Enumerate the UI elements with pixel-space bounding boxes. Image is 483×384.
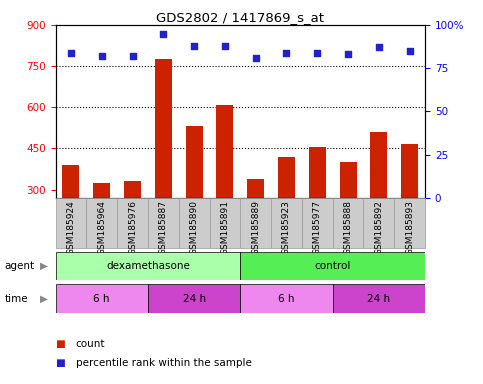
Text: GSM185890: GSM185890 [190,200,199,255]
Text: GSM185977: GSM185977 [313,200,322,255]
Bar [210,198,240,248]
Bar [148,284,241,313]
Point [67,50,75,56]
Point [406,48,413,54]
Bar [148,198,179,248]
Bar [309,147,326,272]
Text: agent: agent [5,261,35,271]
Text: GSM185924: GSM185924 [67,200,75,255]
Bar [62,165,79,272]
Bar [185,126,202,272]
Text: time: time [5,293,28,304]
Text: percentile rank within the sample: percentile rank within the sample [76,358,252,368]
Bar [179,198,210,248]
Text: GSM185889: GSM185889 [251,200,260,255]
Text: ■: ■ [56,358,65,368]
Text: ▶: ▶ [40,293,47,304]
Text: 24 h: 24 h [367,293,390,304]
Bar [247,179,264,272]
Bar [56,198,86,248]
Point [128,53,136,59]
Text: GSM185888: GSM185888 [343,200,353,255]
Point [159,30,167,36]
Bar [124,181,141,272]
Text: GSM185891: GSM185891 [220,200,229,255]
Point [283,50,290,56]
Title: GDS2802 / 1417869_s_at: GDS2802 / 1417869_s_at [156,11,324,24]
Bar [56,252,241,280]
Text: ▶: ▶ [40,261,47,271]
Text: 6 h: 6 h [278,293,295,304]
Text: 6 h: 6 h [94,293,110,304]
Bar [216,104,233,272]
Bar [333,198,364,248]
Point [344,51,352,58]
Text: control: control [314,261,351,271]
Text: GSM185893: GSM185893 [405,200,414,255]
Bar [278,157,295,272]
Bar [241,252,425,280]
Bar [401,144,418,272]
Bar [271,198,302,248]
Bar [86,198,117,248]
Bar [333,284,425,313]
Bar [370,132,387,272]
Text: GSM185976: GSM185976 [128,200,137,255]
Bar [56,284,148,313]
Text: ■: ■ [56,339,65,349]
Point [190,43,198,49]
Bar [240,198,271,248]
Bar [117,198,148,248]
Point [313,50,321,56]
Point [221,43,229,49]
Bar [302,198,333,248]
Point [98,53,106,59]
Bar [93,183,110,272]
Bar [340,162,356,272]
Text: GSM185964: GSM185964 [97,200,106,255]
Bar [241,284,333,313]
Bar [394,198,425,248]
Text: GSM185887: GSM185887 [159,200,168,255]
Bar [155,59,172,272]
Text: GSM185892: GSM185892 [374,200,384,255]
Text: count: count [76,339,105,349]
Point [252,55,259,61]
Text: 24 h: 24 h [183,293,206,304]
Text: dexamethasone: dexamethasone [106,261,190,271]
Text: GSM185923: GSM185923 [282,200,291,255]
Point [375,44,383,50]
Bar [364,198,394,248]
